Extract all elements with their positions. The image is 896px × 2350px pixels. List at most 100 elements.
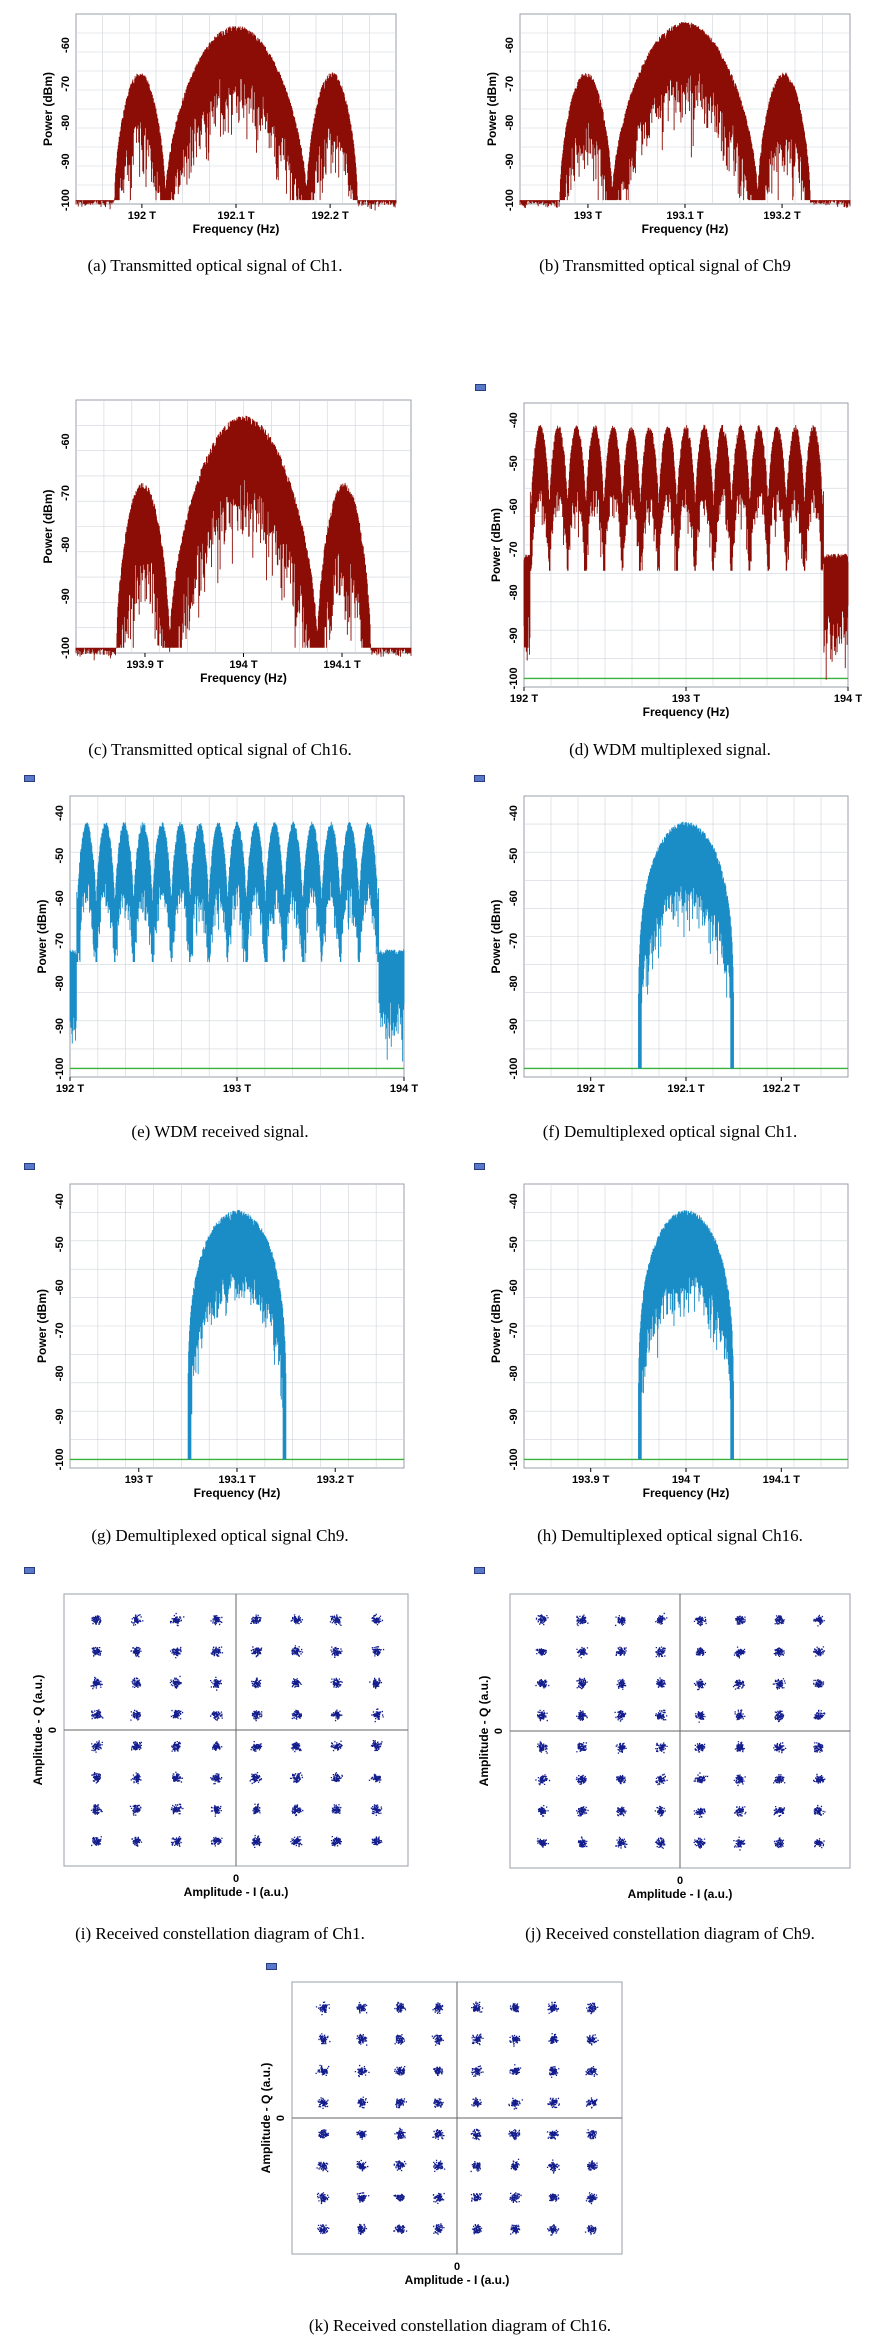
y-tick-label: -70 [54,933,66,949]
y-tick-label: -80 [504,115,516,131]
y-tick-label: -50 [508,1236,520,1252]
x-tick-label: 193 T [574,210,602,222]
y-tick-label: -100 [508,667,520,689]
x-tick-label: 194 T [834,693,862,705]
x-tick-label: 194 T [672,1474,700,1486]
x-tick-label: 194.1 T [763,1474,801,1486]
y-tick-label: -80 [54,1365,66,1381]
x-tick-label: 0 [233,1873,239,1885]
spectrum-trace [69,821,405,1062]
x-axis-label: Frequency (Hz) [193,222,280,236]
spectrum-trace [75,26,397,211]
x-axis-label: Frequency (Hz) [200,671,287,685]
x-tick-label: 194 T [390,1083,418,1095]
chart-c: 193.9 T 194 T 194.1 T -60 -70 -80 -90 -100 Frequ… [0,0,896,730]
window-icon [266,1963,277,1970]
y-axis-label: Power (dBm) [41,72,55,146]
x-tick-label: 193 T [125,1474,153,1486]
window-icon [475,384,486,391]
y-tick-label: -50 [54,1236,66,1252]
chart-h: 193.9 T 194 T 194.1 T -40 -50 -60 -70 -80 -90 -10… [489,1183,849,1500]
chart-svg: 192 T 193 T 194 T -40 -50 -60 -70 -80 -90 -100 Pow… [35,795,418,1095]
y-axis-label: Power (dBm) [489,1289,503,1363]
x-tick-label: 193.2 T [763,210,801,222]
x-tick-label: 192.1 T [667,1083,705,1095]
caption-f: (f) Demultiplexed optical signal Ch1. [542,1122,798,1141]
y-tick-label: -70 [54,1322,66,1338]
x-tick-label: 0 [677,1875,683,1887]
y-tick-label: -60 [54,1279,66,1295]
y-tick-label: -90 [60,153,72,169]
x-tick-label: 194.1 T [323,659,361,671]
x-axis-label: Frequency (Hz) [643,705,730,719]
chart-svg: 193.9 T 194 T 194.1 T -40 -50 -60 -70 -80 -90 -10… [489,1183,849,1500]
caption-a: (a) Transmitted optical signal of Ch1. [87,256,343,275]
chart-svg: 193.9 T 194 T 194.1 T -60 -70 -80 -90 -100 Frequ… [41,399,412,685]
x-tick-label: 193.1 T [218,1474,256,1486]
caption-c: (c) Transmitted optical signal of Ch16. [88,740,352,759]
y-axis-label: Power (dBm) [35,899,49,973]
y-tick-label: -100 [504,189,516,211]
y-tick-label: -60 [508,1279,520,1295]
y-tick-label: -90 [54,1408,66,1424]
y-tick-label: -70 [60,485,72,501]
spectrum-trace [187,1209,287,1460]
spectrum-trace [638,1210,734,1460]
spectrum-trace [519,22,851,208]
y-axis-label: Power (dBm) [41,489,55,563]
chart-e: 192 T 193 T 194 T -40 -50 -60 -70 -80 -90 -100 Pow… [0,0,896,1110]
caption-h: (h) Demultiplexed optical signal Ch16. [537,1526,803,1545]
chart-f: 192 T 192.1 T 192.2 T -40 -50 -60 -70 -80 -90 -10… [0,0,896,1110]
chart-svg: 192 T 192.1 T 192.2 T -60 -70 -80 -90 -100 Frequ… [41,13,397,236]
caption-k: (k) Received constellation diagram of Ch… [308,2316,612,2335]
x-tick-label: 193.2 T [317,1474,355,1486]
y-tick-label: -80 [54,975,66,991]
x-tick-label: 192 T [128,210,156,222]
caption-e: (e) WDM received signal. [131,1122,309,1141]
y-tick-label: -90 [508,627,520,643]
x-axis-label: Frequency (Hz) [194,1486,281,1500]
y-axis-label: Amplitude - Q (a.u.) [259,2063,273,2174]
spectrum-trace [75,415,412,661]
y-tick-label: -60 [508,498,520,514]
y-tick-label: -80 [508,1365,520,1381]
window-icon [474,1163,485,1170]
window-icon [474,1567,485,1574]
x-tick-label: 192.2 T [311,210,349,222]
y-tick-label: -60 [60,433,72,449]
x-axis-label: Amplitude - I (a.u.) [184,1885,289,1899]
caption-g: (g) Demultiplexed optical signal Ch9. [91,1526,349,1545]
y-tick-label: -90 [508,1408,520,1424]
chart-j: 0 0 Amplitude - I (a.u.) Amplitude - Q (a.u… [477,1593,851,1901]
chart-d: 192 T 193 T 194 T -40 -50 -60 -70 -80 -90 -100 Fre… [0,0,896,730]
x-tick-label: 193 T [223,1083,251,1095]
y-axis-label: Power (dBm) [485,72,499,146]
y-tick-label: -60 [504,37,516,53]
y-tick-label: -90 [508,1018,520,1034]
x-tick-label: 192.2 T [763,1083,801,1095]
y-tick-label: 0 [275,2115,287,2121]
chart-svg: 193 T 193.1 T 193.2 T -40 -50 -60 -70 -80 -90 -10… [35,1183,405,1500]
chart-k: 0 0 Amplitude - I (a.u.) Amplitude - Q (a.u… [259,1981,623,2287]
spectrum-trace [638,821,734,1069]
caption-j: (j) Received constellation diagram of Ch… [525,1924,815,1943]
x-tick-label: 193.9 T [126,659,164,671]
y-tick-label: -100 [508,1448,520,1470]
y-tick-label: -70 [508,933,520,949]
y-tick-label: -100 [60,189,72,211]
y-tick-label: -80 [508,975,520,991]
x-axis-label: Amplitude - I (a.u.) [628,1887,733,1901]
grid [70,1184,404,1468]
y-axis-label: Power (dBm) [489,508,503,582]
x-tick-label: 192 T [56,1083,84,1095]
y-tick-label: 0 [493,1728,505,1734]
x-tick-label: 192.1 T [217,210,255,222]
chart-g: 193 T 193.1 T 193.2 T -40 -50 -60 -70 -80 -90 -10… [35,1183,405,1500]
y-axis-label: Power (dBm) [489,899,503,973]
y-tick-label: -60 [60,37,72,53]
x-axis-label: Frequency (Hz) [642,222,729,236]
y-tick-label: -80 [508,584,520,600]
y-axis-label: Power (dBm) [35,1289,49,1363]
